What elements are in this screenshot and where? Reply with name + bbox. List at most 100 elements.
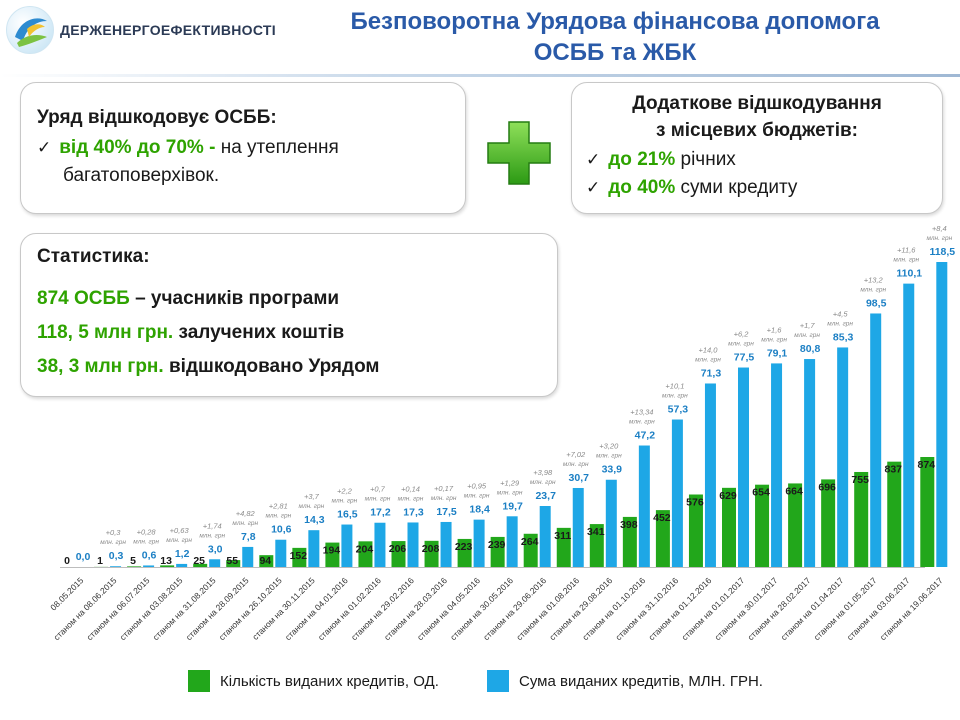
count-value-label: 837 (884, 464, 902, 476)
bar-sum (936, 262, 948, 567)
increment-label: +0,28 (137, 527, 157, 536)
increment-unit-label: млн. грн (133, 538, 159, 545)
count-value-label: 1 (97, 555, 103, 567)
category-tick-label: станом на 03.06.2017 (845, 575, 912, 642)
category-tick-label: станом на 03.08.2015 (118, 575, 185, 642)
bar-count (358, 541, 373, 567)
count-value-label: 239 (488, 539, 506, 551)
bar-sum (110, 566, 122, 567)
increment-label: +13,34 (630, 408, 653, 417)
funds-amount: 118, 5 млн грн. (37, 322, 174, 343)
bar-count (226, 560, 241, 567)
sum-value-label: 19,7 (502, 500, 523, 512)
increment-label: +6,2 (734, 330, 750, 339)
bar-sum (837, 347, 849, 567)
increment-unit-label: млн. грн (398, 495, 424, 502)
increment-unit-label: млн. грн (662, 393, 688, 400)
increment-label: +3,7 (304, 492, 320, 501)
bar-count (589, 524, 604, 567)
increment-unit-label: млн. грн (365, 496, 391, 503)
increment-label: +4,82 (236, 509, 256, 518)
bar-count (821, 479, 836, 567)
sum-value-label: 47,2 (635, 430, 656, 442)
increment-label: +7,02 (566, 450, 586, 459)
increment-unit-label: млн. грн (332, 498, 358, 505)
sum-value-label: 80,8 (800, 343, 821, 355)
increment-unit-label: млн. грн (100, 539, 126, 546)
checkmark-icon: ✓ (586, 150, 601, 169)
bar-sum (407, 522, 419, 567)
bar-sum (870, 313, 882, 567)
increment-label: +3,20 (599, 442, 619, 451)
bar-sum (605, 479, 617, 567)
sum-value-label: 30,7 (569, 472, 590, 484)
bar-sum (209, 559, 221, 567)
increment-unit-label: млн. грн (761, 336, 787, 343)
sum-value-label: 17,5 (436, 506, 457, 518)
box-heading: Уряд відшкодовує ОСББ: (37, 107, 277, 128)
sum-value-label: 57,3 (668, 404, 689, 416)
compensated-amount: 38, 3 млн грн. (37, 356, 164, 377)
increment-label: +0,17 (434, 484, 454, 493)
sum-value-label: 17,3 (403, 506, 424, 518)
bar-count (622, 516, 637, 567)
bar-count (457, 538, 472, 567)
bar-sum (638, 445, 650, 567)
checkmark-icon: ✓ (586, 178, 601, 197)
count-value-label: 629 (719, 490, 737, 502)
bar-count (788, 483, 803, 567)
increment-label: +14,0 (698, 345, 718, 354)
category-tick-label: станом на 08.06.2015 (51, 575, 118, 642)
category-tick-label: станом на 28.02.2017 (746, 575, 813, 642)
increment-label: +2,81 (269, 502, 288, 511)
funds-label: залучених коштів (173, 322, 345, 343)
increment-unit-label: млн. грн (596, 453, 622, 460)
count-value-label: 94 (259, 555, 271, 567)
category-tick-label: станом на 26.10.2015 (217, 575, 284, 642)
increment-unit-label: млн. грн (893, 257, 919, 264)
page-title-line1: Безповоротна Урядова фінансова допомога (350, 8, 880, 35)
bar-sum (704, 383, 716, 567)
increment-label: +3,98 (533, 468, 553, 477)
increment-label: +1,6 (767, 325, 783, 334)
compensation-purpose: на утеплення (215, 137, 339, 158)
bar-sum (506, 516, 518, 567)
category-tick-label: станом на 30.01.2017 (712, 575, 779, 642)
green-plus-icon (487, 121, 551, 185)
category-tick-label: станом на 01.05.2017 (812, 575, 879, 642)
sum-value-label: 10,6 (271, 524, 292, 536)
category-tick-label: станом на 01.01.2017 (679, 575, 746, 642)
count-value-label: 13 (160, 555, 172, 567)
sum-value-label: 3,0 (208, 543, 223, 555)
count-value-label: 654 (752, 487, 770, 499)
sum-value-label: 0,3 (109, 550, 124, 562)
sum-value-label: 18,4 (469, 504, 490, 516)
bar-count (722, 487, 736, 567)
category-tick-label: станом на 30.05.2016 (448, 575, 515, 642)
increment-unit-label: млн. грн (794, 332, 820, 339)
category-tick-label: станом на 28.09.2015 (184, 575, 251, 642)
increment-label: +2,2 (337, 487, 353, 496)
category-tick-label: станом на 29.06.2016 (481, 575, 548, 642)
category-tick-label: станом на 19.06.2017 (878, 575, 945, 642)
bar-count (523, 533, 538, 567)
legend-item-sum: Сума виданих кредитів, МЛН. ГРН. (487, 670, 763, 694)
increment-unit-label: млн. грн (827, 320, 853, 327)
count-value-label: 25 (193, 555, 205, 567)
annual-rate-label: річних (675, 149, 736, 170)
category-tick-label: станом на 01.12.2016 (646, 575, 713, 642)
increment-label: +1,7 (800, 321, 816, 330)
stats-heading: Статистика: (37, 246, 150, 267)
count-value-label: 452 (653, 512, 671, 524)
bar-sum (275, 539, 287, 567)
box-heading-line2: з місцевих бюджетів: (656, 120, 858, 141)
box-heading-line1: Додаткове відшкодування (632, 93, 882, 114)
count-value-label: 874 (918, 459, 936, 471)
count-value-label: 152 (290, 550, 308, 562)
legend-item-count: Кількість виданих кредитів, ОД. (188, 670, 439, 694)
bar-count (259, 555, 274, 567)
bar-sum (143, 565, 155, 567)
increment-unit-label: млн. грн (199, 532, 225, 539)
sum-value-label: 118,5 (929, 246, 955, 258)
